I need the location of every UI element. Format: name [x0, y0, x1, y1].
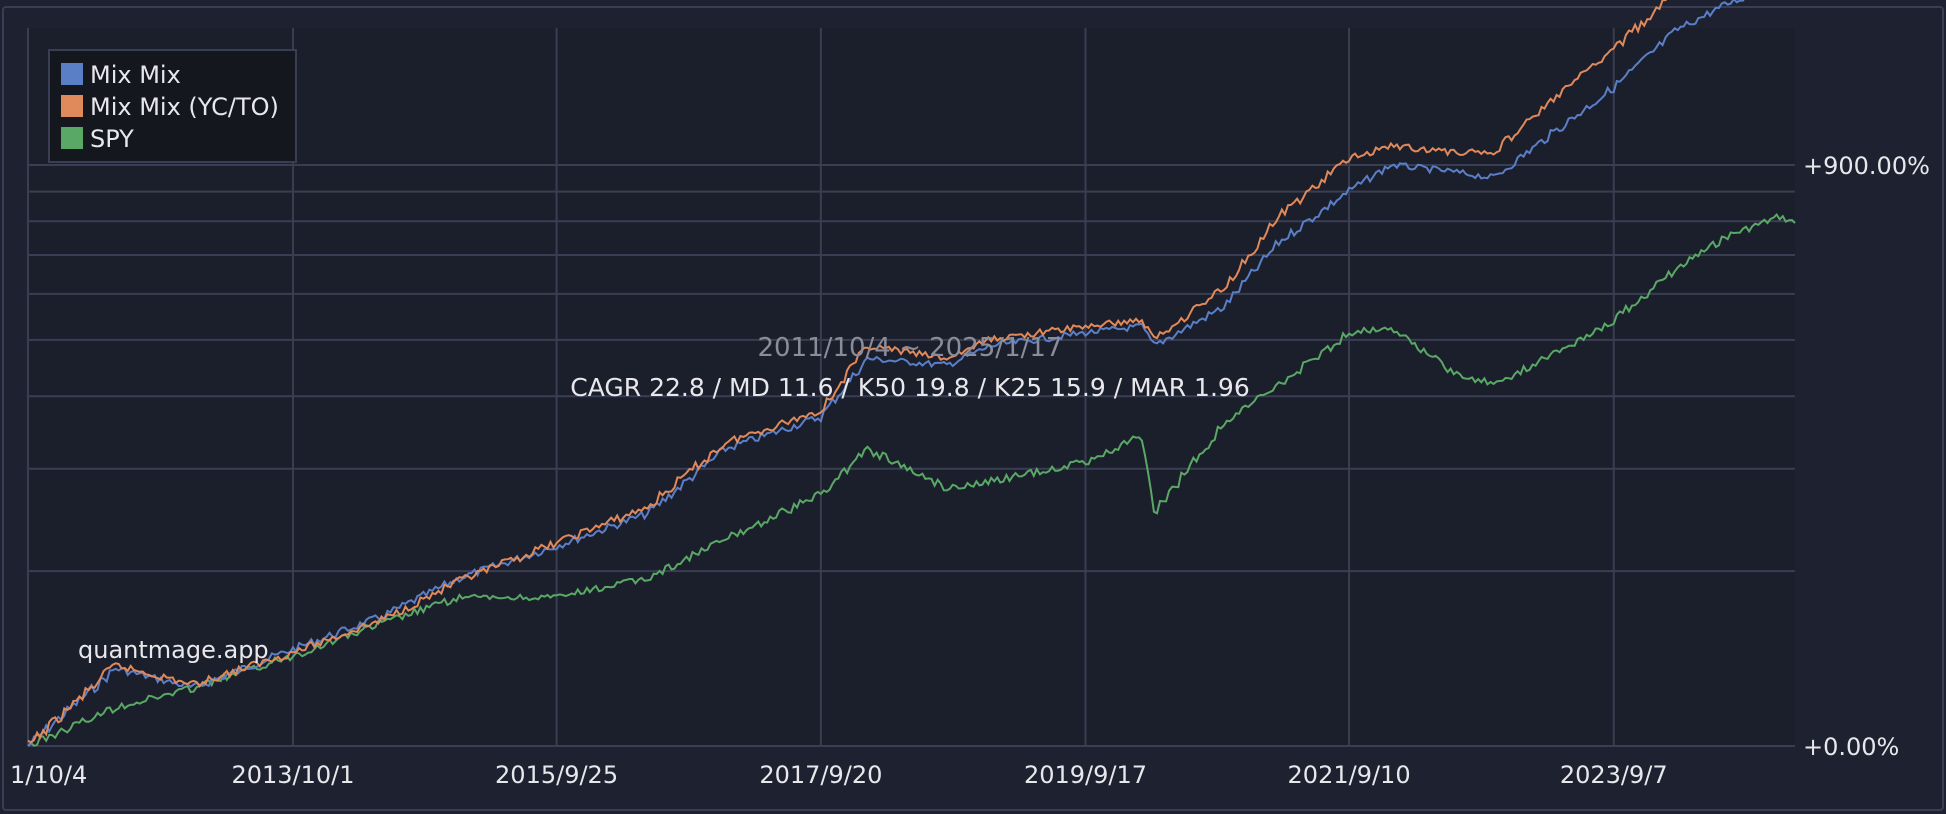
legend-swatch — [61, 95, 83, 117]
series-line-spy — [27, 213, 1796, 747]
x-tick-label: 2019/9/17 — [1024, 761, 1147, 789]
legend-box — [48, 49, 297, 163]
legend-label: Mix Mix — [90, 61, 181, 89]
x-tick-label: 2021/9/10 — [1288, 761, 1411, 789]
legend: Mix Mix Mix Mix (YC/TO) SPY — [48, 49, 297, 163]
y-tick-label: +900.00% — [1803, 152, 1930, 180]
y-axis-ticks: +0.00% +900.00% — [1803, 152, 1930, 761]
chart-frame — [2, 6, 1944, 811]
series-line-mix-mix-yc-to- — [27, 0, 1667, 744]
y-tick-label: +0.00% — [1803, 733, 1899, 761]
x-tick-label: 2013/10/1 — [231, 761, 354, 789]
legend-label: Mix Mix (YC/TO) — [90, 93, 279, 121]
x-tick-label: 2023/9/7 — [1560, 761, 1668, 789]
series-lines — [27, 0, 1796, 747]
watermark: quantmage.app — [78, 636, 269, 664]
date-range-annotation: 2011/10/4 ~ 2025/1/17 — [758, 333, 1063, 363]
legend-swatch — [61, 63, 83, 85]
stats-annotation: CAGR 22.8 / MD 11.6 / K50 19.8 / K25 15.… — [570, 373, 1249, 402]
legend-items: Mix Mix Mix Mix (YC/TO) SPY — [61, 61, 279, 153]
legend-swatch — [61, 127, 83, 149]
legend-label: SPY — [90, 125, 134, 153]
x-tick-label: 2017/9/20 — [759, 761, 882, 789]
x-tick-label: 2015/9/25 — [495, 761, 618, 789]
x-tick-label: 1/10/4 — [10, 761, 87, 789]
x-axis-ticks: 1/10/4 2013/10/1 2015/9/25 2017/9/20 2019/9/… — [10, 761, 1668, 789]
